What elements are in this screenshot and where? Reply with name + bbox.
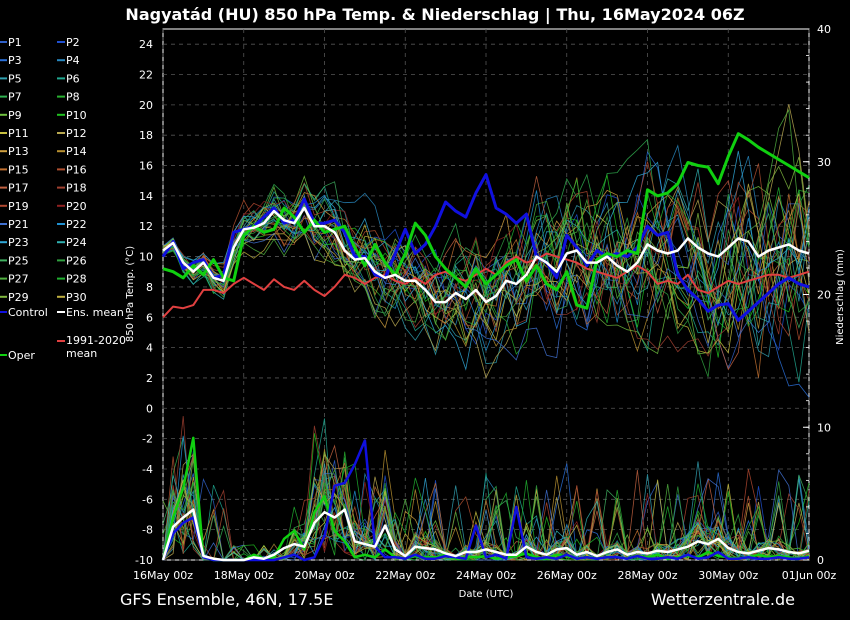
- footer-model-info: GFS Ensemble, 46N, 17.5E: [120, 590, 333, 609]
- oper-temp-line: [162, 132, 810, 310]
- legend-item-p16: P16: [66, 163, 87, 176]
- legend-item-p17: P17: [8, 182, 29, 195]
- y-tick-label: 0: [146, 402, 153, 415]
- legend-item-p20: P20: [66, 200, 87, 213]
- legend-item-p26: P26: [66, 254, 87, 267]
- y2-tick-label: 30: [817, 156, 831, 169]
- legend-item-p2: P2: [66, 36, 80, 49]
- legend-item-p13: P13: [8, 145, 29, 158]
- footer-source: Wetterzentrale.de: [651, 590, 795, 609]
- x-tick-label: 18May 00z: [214, 569, 274, 582]
- legend-item-p24: P24: [66, 236, 87, 249]
- legend-item-p6: P6: [66, 72, 80, 85]
- y-tick-label: 24: [139, 38, 153, 51]
- control-precip-line: [161, 439, 810, 562]
- legend-item-p10: P10: [66, 109, 87, 122]
- y-tick-label: 20: [139, 99, 153, 112]
- y-tick-label: 12: [139, 220, 153, 233]
- legend-item-p8: P8: [66, 91, 80, 104]
- x-tick-label: 26May 00z: [537, 569, 597, 582]
- y-tick-label: 18: [139, 129, 153, 142]
- y-tick-label: 22: [139, 69, 153, 82]
- member-temp-line: [162, 201, 810, 377]
- chart-title: Nagyatád (HU) 850 hPa Temp. & Niederschl…: [125, 5, 744, 25]
- y2-tick-label: 10: [817, 421, 831, 434]
- legend-item-p5: P5: [8, 72, 22, 85]
- y2-tick-label: 0: [817, 554, 824, 567]
- member-temp-line: [162, 168, 810, 346]
- y2-axis-label: Niederschlag (mm): [835, 249, 846, 345]
- y-tick-label: 6: [146, 311, 153, 324]
- member-temp-line: [162, 182, 810, 383]
- y-tick-label: 4: [146, 342, 153, 355]
- y-tick-label: 16: [139, 160, 153, 173]
- legend-item-p28: P28: [66, 273, 87, 286]
- x-tick-label: 28May 00z: [617, 569, 677, 582]
- member-precip-line: [162, 464, 810, 561]
- x-tick-label: 16May 00z: [133, 569, 193, 582]
- y2-tick-label: 40: [817, 23, 831, 36]
- legend-item-control: Control: [8, 306, 48, 319]
- legend-item-p14: P14: [66, 145, 87, 158]
- legend-item-p22: P22: [66, 218, 87, 231]
- legend-item-p29: P29: [8, 291, 29, 304]
- y-tick-label: 8: [146, 281, 153, 294]
- control-temp-line: [161, 173, 810, 322]
- x-tick-label: 30May 00z: [698, 569, 758, 582]
- y-tick-label: -2: [142, 433, 153, 446]
- legend-item-clim-mean: 1991-2020 mean: [66, 334, 126, 360]
- clim-mean-temp-line: [162, 252, 810, 318]
- legend-item-p9: P9: [8, 109, 22, 122]
- y-tick-label: -10: [135, 554, 153, 567]
- member-temp-line: [162, 203, 810, 361]
- legend-item-p21: P21: [8, 218, 29, 231]
- x-tick-label: 22May 00z: [375, 569, 435, 582]
- legend-item-p1: P1: [8, 36, 22, 49]
- legend-item-p11: P11: [8, 127, 29, 140]
- legend-item-p4: P4: [66, 54, 80, 67]
- y-axis-label: 850 hPa Temp. (°C): [125, 246, 136, 342]
- y2-axis-ticks: 40 30 20 10 0: [803, 23, 831, 567]
- y2-tick-label: 20: [817, 289, 831, 302]
- member-temp-line: [162, 156, 810, 326]
- legend-item-p23: P23: [8, 236, 29, 249]
- grid: [162, 29, 810, 561]
- y-tick-label: 14: [139, 190, 153, 203]
- legend-item-p25: P25: [8, 254, 29, 267]
- x-tick-label: 01Jun 00z: [782, 569, 837, 582]
- main-series: [161, 132, 810, 562]
- member-temp-line: [162, 138, 810, 325]
- y-tick-label: 2: [146, 372, 153, 385]
- x-tick-label: 24May 00z: [456, 569, 516, 582]
- legend-item-p19: P19: [8, 200, 29, 213]
- legend-item-oper: Oper: [8, 349, 35, 362]
- legend-item-p12: P12: [66, 127, 87, 140]
- legend-item-ens-mean: Ens. mean: [66, 306, 124, 319]
- x-axis-ticks: 16May 00z 18May 00z 20May 00z 22May 00z 24Ma…: [133, 569, 836, 582]
- legend-item-p27: P27: [8, 273, 29, 286]
- y-tick-label: -8: [142, 524, 153, 537]
- legend-item-p3: P3: [8, 54, 22, 67]
- y-tick-label: -6: [142, 493, 153, 506]
- y-tick-label: -4: [142, 463, 153, 476]
- legend-item-p18: P18: [66, 182, 87, 195]
- legend-item-p15: P15: [8, 163, 29, 176]
- ens-mean-temp-line: [162, 206, 810, 304]
- legend-item-p30: P30: [66, 291, 87, 304]
- legend-item-p7: P7: [8, 91, 22, 104]
- y-tick-label: 10: [139, 251, 153, 264]
- x-tick-label: 20May 00z: [294, 569, 354, 582]
- legend: P1 P2 P3 P4 P5 P6 P7 P8 P9 P10 P11 P12 P13 P14 P15 P16 P…: [0, 36, 126, 362]
- x-axis-label: Date (UTC): [459, 589, 514, 600]
- ens-mean-precip-line: [161, 508, 810, 562]
